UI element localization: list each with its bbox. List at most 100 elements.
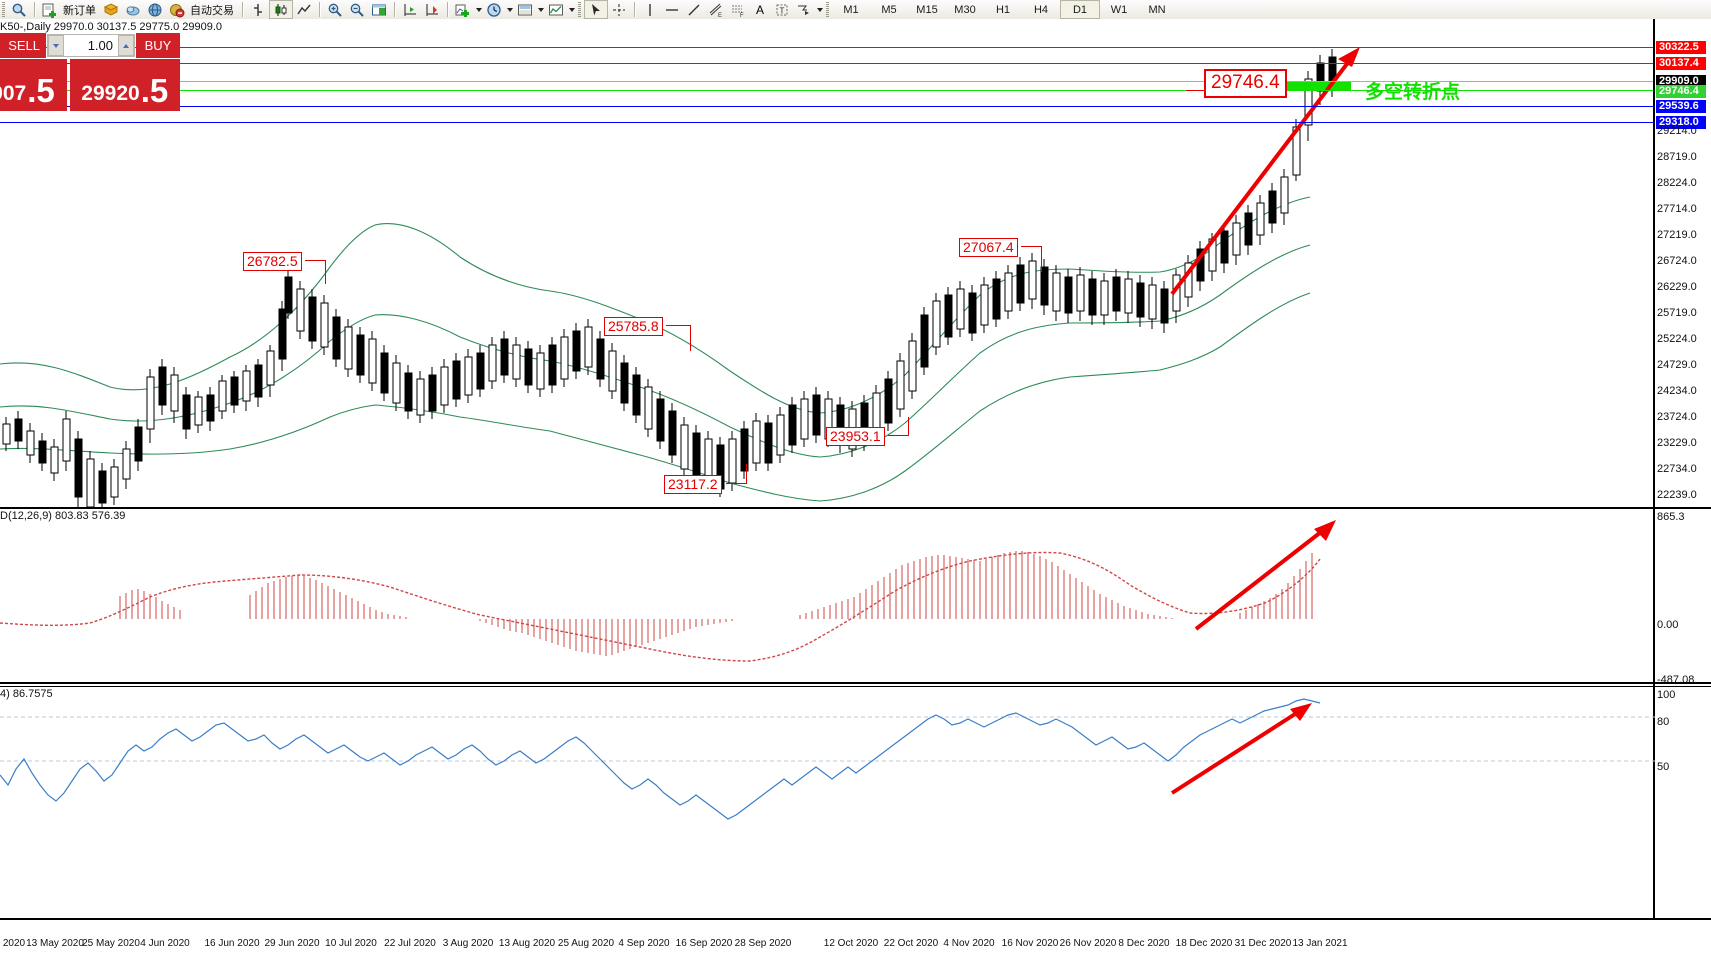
timeframe-mn[interactable]: MN — [1148, 3, 1166, 16]
zoom-in-icon[interactable] — [324, 1, 346, 18]
toolbar-grip[interactable] — [2, 2, 5, 17]
price-tag-26782: 26782.5 — [243, 252, 302, 271]
line-chart-icon[interactable] — [293, 1, 315, 18]
profile-icon[interactable] — [514, 1, 536, 18]
template-icon[interactable] — [545, 1, 567, 18]
price-tag-leader-23117 — [726, 483, 746, 484]
bar-chart-icon[interactable] — [247, 1, 269, 18]
price-tag-leader-25785 — [666, 325, 690, 326]
timeframe-d1[interactable]: D1 — [1060, 0, 1100, 19]
date-tick: 3 Aug 2020 — [442, 938, 494, 949]
book-icon[interactable] — [100, 1, 122, 18]
toolbar-separator-4 — [394, 2, 395, 17]
timeframe-h4[interactable]: H4 — [1033, 3, 1049, 16]
buy-price-fraction: .5 — [140, 72, 169, 109]
date-tick: 22 Oct 2020 — [883, 938, 939, 949]
trendline-icon[interactable] — [683, 1, 705, 18]
auto-trading-label[interactable]: 自动交易 — [190, 3, 234, 17]
pane-divider-rsi — [0, 682, 1711, 684]
volume-input[interactable]: 1.00 — [47, 34, 135, 57]
profile-dropdown-chevron-down-icon[interactable] — [536, 1, 545, 18]
date-tick: 22 Jul 2020 — [384, 938, 436, 949]
toolbar-grip-2[interactable] — [578, 2, 581, 17]
equidistant-channel-icon[interactable]: E — [705, 1, 727, 18]
chart-shift-icon[interactable] — [399, 1, 421, 18]
volume-decrement-chevron-down-icon[interactable] — [48, 35, 64, 56]
price-tag-leader-27067 — [1021, 246, 1041, 247]
indicator-dropdown-chevron-down-icon[interactable] — [474, 1, 483, 18]
text-label-icon[interactable]: T — [771, 1, 793, 18]
price-tick: 26229.0 — [1657, 281, 1697, 293]
price-tag-stem-27067 — [1041, 246, 1042, 272]
timeframe-w1[interactable]: W1 — [1110, 3, 1128, 16]
price-badge-30137: 30137.4 — [1656, 57, 1706, 70]
horizontal-line-icon[interactable] — [661, 1, 683, 18]
new-order-label[interactable]: 新订单 — [63, 3, 96, 17]
price-tick: 28719.0 — [1657, 151, 1697, 163]
date-axis[interactable]: 2020 13 May 2020 25 May 2020 4 Jun 2020 … — [0, 918, 1711, 958]
timeframe-m15[interactable]: M15 — [916, 3, 938, 16]
price-tag-stem-23953 — [908, 417, 909, 436]
crosshair-icon[interactable] — [608, 1, 630, 18]
auto-scroll-icon[interactable] — [421, 1, 443, 18]
main-toolbar: 新订单 自动交易 — [0, 0, 1711, 20]
price-badge-30322: 30322.5 — [1656, 41, 1706, 54]
buy-price-display[interactable]: 29920 .5 — [69, 59, 180, 111]
sell-price-integer: 29907 — [0, 82, 27, 105]
date-tick: 26 Nov 2020 — [1059, 938, 1117, 949]
cloud-icon[interactable] — [122, 1, 144, 18]
uptrend-arrow-price — [1170, 47, 1360, 296]
price-tag-stem-26782 — [325, 260, 326, 284]
globe-icon[interactable] — [144, 1, 166, 18]
chart-title: K50-,Daily 29970.0 30137.5 29775.0 29909… — [0, 21, 223, 33]
template-dropdown-chevron-down-icon[interactable] — [567, 1, 576, 18]
find-icon[interactable] — [8, 1, 30, 18]
sell-price-display[interactable]: 29907 .5 — [0, 59, 67, 111]
clock-icon[interactable] — [483, 1, 505, 18]
date-tick: 31 Dec 2020 — [1234, 938, 1292, 949]
pane-divider-rsi-2 — [0, 686, 1711, 687]
volume-value[interactable]: 1.00 — [64, 35, 118, 56]
date-tick: 29 Jun 2020 — [264, 938, 320, 949]
arrows-icon[interactable] — [793, 1, 815, 18]
data-window-icon[interactable] — [368, 1, 390, 18]
uptrend-arrow-rsi — [1170, 703, 1312, 795]
price-axis[interactable]: 30322.5 30137.4 29909.0 29746.4 29539.6 … — [1653, 19, 1711, 918]
macd-tick: 0.00 — [1657, 619, 1679, 631]
buy-price-integer: 29920 — [81, 82, 140, 105]
volume-increment-chevron-up-icon[interactable] — [118, 35, 134, 56]
auto-trading-icon[interactable] — [166, 1, 188, 18]
date-tick: 25 May 2020 — [82, 938, 140, 949]
cursor-icon[interactable] — [584, 0, 608, 19]
sell-dropdown-button[interactable]: SELL — [0, 33, 46, 58]
price-tag-29746: 29746.4 — [1204, 69, 1287, 98]
macd-pane-graphics — [0, 520, 1336, 662]
timeframe-m5[interactable]: M5 — [881, 3, 897, 16]
rsi-title: 4) 86.7575 — [0, 688, 53, 700]
price-badge-29909-current: 29909.0 — [1656, 75, 1706, 88]
toolbar-grip-3[interactable] — [826, 2, 829, 17]
fibonacci-icon[interactable]: F — [727, 1, 749, 18]
vertical-line-icon[interactable] — [639, 1, 661, 18]
date-tick: 4 Nov 2020 — [943, 938, 995, 949]
candlestick-chart-icon[interactable] — [269, 0, 293, 19]
periods-dropdown-chevron-down-icon[interactable] — [505, 1, 514, 18]
price-tick: 28224.0 — [1657, 177, 1697, 189]
timeframe-h1[interactable]: H1 — [995, 3, 1011, 16]
chart-area[interactable]: K50-,Daily 29970.0 30137.5 29775.0 29909… — [0, 19, 1711, 958]
date-tick: 16 Sep 2020 — [675, 938, 733, 949]
new-order-icon[interactable] — [39, 1, 61, 18]
indicator-add-icon[interactable] — [452, 1, 474, 18]
level-line-resistance-lower — [0, 63, 1655, 64]
arrows-dropdown-chevron-down-icon[interactable] — [815, 1, 824, 18]
text-icon[interactable]: A — [755, 2, 764, 17]
zoom-out-icon[interactable] — [346, 1, 368, 18]
macd-tick: -487.08 — [1657, 674, 1695, 686]
svg-text:T: T — [780, 6, 785, 15]
one-click-trading-panel[interactable]: SELL 1.00 BUY 29907 .5 29920 .5 — [0, 33, 180, 111]
timeframe-m30[interactable]: M30 — [954, 3, 976, 16]
rsi-tick: 80 — [1657, 716, 1670, 728]
price-tag-23117: 23117.2 — [664, 475, 722, 494]
buy-button[interactable]: BUY — [136, 33, 180, 58]
timeframe-m1[interactable]: M1 — [843, 3, 859, 16]
